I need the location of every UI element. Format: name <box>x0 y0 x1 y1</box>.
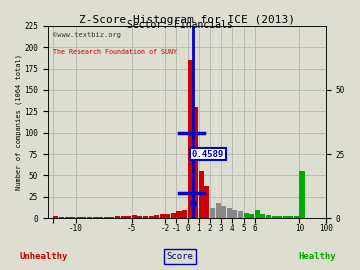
Bar <box>277 215 282 218</box>
Bar <box>132 215 137 218</box>
Bar <box>143 215 148 218</box>
Bar <box>294 217 299 218</box>
Bar <box>227 208 232 218</box>
Bar <box>326 214 331 218</box>
Bar <box>221 206 226 218</box>
Bar <box>182 210 187 218</box>
Bar <box>216 203 221 218</box>
Bar <box>87 217 92 218</box>
Bar <box>104 217 109 218</box>
Bar <box>244 213 249 218</box>
Bar <box>165 214 170 218</box>
Text: Score: Score <box>167 252 193 261</box>
Bar <box>233 210 238 218</box>
Bar <box>171 213 176 218</box>
Bar <box>188 60 193 218</box>
Bar <box>260 214 265 218</box>
Bar <box>204 186 210 218</box>
Text: The Research Foundation of SUNY: The Research Foundation of SUNY <box>53 49 177 55</box>
Title: Z-Score Histogram for ICE (2013): Z-Score Histogram for ICE (2013) <box>79 15 295 25</box>
Bar <box>210 208 215 218</box>
Bar <box>300 171 305 218</box>
Text: Unhealthy: Unhealthy <box>19 252 67 261</box>
Bar <box>288 217 293 218</box>
Text: ©www.textbiz.org: ©www.textbiz.org <box>53 32 121 38</box>
Bar <box>65 217 70 218</box>
Bar <box>249 214 254 218</box>
Bar <box>115 217 120 218</box>
Bar <box>193 107 198 218</box>
Bar <box>54 217 58 218</box>
Bar <box>271 215 276 218</box>
Bar <box>126 215 131 218</box>
Bar <box>154 215 159 218</box>
Bar <box>109 217 114 218</box>
Bar <box>255 210 260 218</box>
Text: Healthy: Healthy <box>298 252 336 261</box>
Bar <box>76 217 81 218</box>
Bar <box>138 215 142 218</box>
Y-axis label: Number of companies (1064 total): Number of companies (1064 total) <box>15 54 22 190</box>
Text: 0.4589: 0.4589 <box>192 150 224 158</box>
Bar <box>81 217 86 218</box>
Bar <box>70 217 75 218</box>
Bar <box>160 214 165 218</box>
Bar <box>266 215 271 218</box>
Bar <box>93 217 98 218</box>
Bar <box>98 217 103 218</box>
Bar <box>176 211 181 218</box>
Bar <box>121 217 126 218</box>
Bar <box>199 171 204 218</box>
Bar <box>283 217 288 218</box>
Text: Sector: Financials: Sector: Financials <box>127 20 233 30</box>
Bar <box>238 211 243 218</box>
Bar <box>326 207 331 218</box>
Bar <box>59 217 64 218</box>
Bar <box>149 215 154 218</box>
